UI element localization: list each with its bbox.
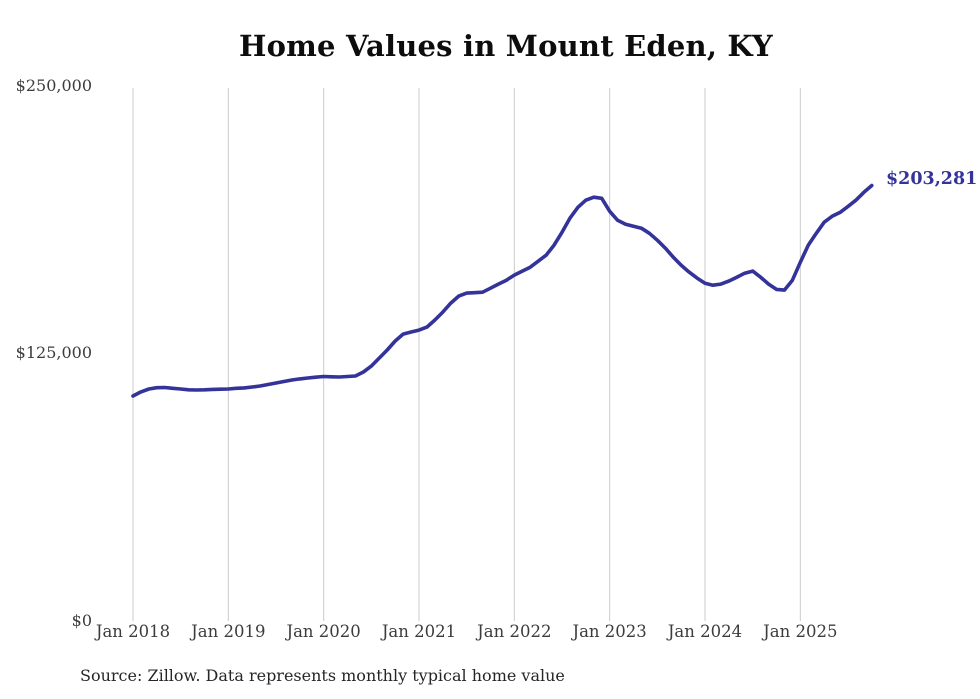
y-tick-label: $125,000: [15, 343, 92, 362]
y-tick-label: $0: [71, 610, 92, 630]
y-tick-label: $250,000: [15, 75, 92, 95]
x-tick-label: Jan 2023: [572, 622, 647, 641]
x-tick-label: Jan 2019: [191, 622, 266, 641]
x-tick-label: Jan 2024: [667, 622, 743, 641]
source-note: Source: Zillow. Data represents monthly …: [80, 666, 565, 685]
value-line: [131, 183, 874, 398]
chart-title: Home Values in Mount Eden, KY: [239, 29, 773, 63]
x-tick-label: Jan 2021: [381, 622, 457, 641]
x-tick-label: Jan 2025: [763, 622, 838, 641]
x-tick-label: Jan 2020: [286, 622, 361, 641]
current-value-label: $203,281: [886, 169, 978, 189]
x-tick-label: Jan 2022: [477, 622, 552, 641]
x-tick-label: Jan 2018: [95, 622, 171, 641]
